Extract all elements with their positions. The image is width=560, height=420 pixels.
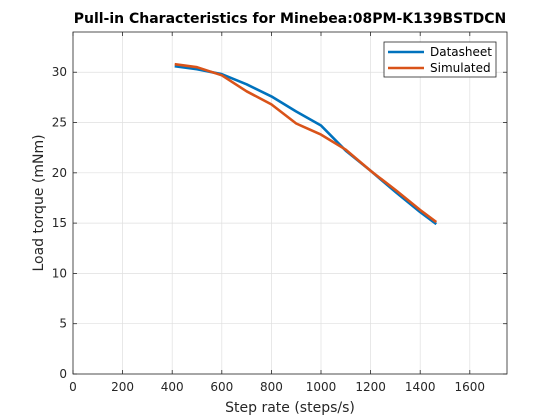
legend-box [383, 41, 497, 78]
axes-frame [72, 31, 508, 375]
y-tick-label: 25 [52, 116, 67, 130]
y-tick-label: 10 [52, 266, 67, 280]
x-tick-label: 800 [260, 380, 283, 394]
x-axis-ticks: 0 200 400 600 800 1000 1200 1400 1600 [69, 32, 485, 394]
y-axis-ticks: 0 5 10 15 20 25 30 [52, 65, 507, 381]
y-tick-label: 5 [59, 317, 67, 331]
x-axis-label: Step rate (steps/s) [225, 400, 355, 416]
y-tick-label: 0 [59, 367, 67, 381]
y-tick-label: 20 [52, 166, 67, 180]
plot-background [73, 32, 507, 374]
legend-label-simulated: Simulated [430, 61, 491, 75]
series-lines [174, 62, 438, 226]
legend-label-datasheet: Datasheet [430, 45, 492, 59]
x-tick-label: 400 [161, 380, 184, 394]
x-tick-label: 200 [111, 380, 134, 394]
chart-title: Pull-in Characteristics for Minebea:08PM… [74, 11, 507, 27]
x-tick-label: 1400 [405, 380, 436, 394]
plot-area [73, 32, 507, 374]
x-tick-label: 1200 [355, 380, 386, 394]
series-line-simulated [174, 62, 438, 224]
legend: Datasheet Simulated [383, 41, 497, 78]
x-tick-label: 600 [210, 380, 233, 394]
y-tick-label: 15 [52, 216, 67, 230]
x-tick-label: 1000 [306, 380, 337, 394]
y-axis-label: Load torque (mNm) [31, 134, 47, 271]
y-tick-label: 30 [52, 65, 67, 79]
x-tick-label: 1600 [455, 380, 486, 394]
axes-box [72, 31, 508, 375]
x-tick-label: 0 [69, 380, 77, 394]
